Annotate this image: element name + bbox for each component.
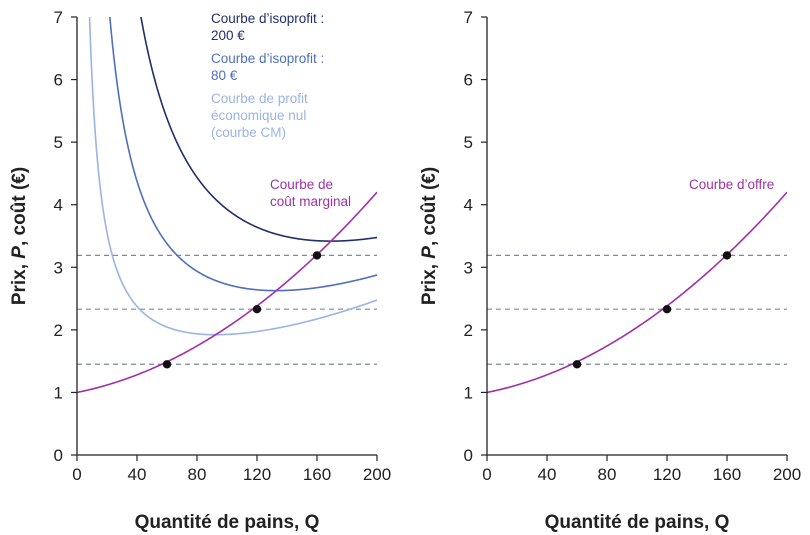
equilibrium-point (662, 305, 672, 314)
label-marginal-cost: Courbe de coût marginal (270, 177, 351, 209)
isoprofit-curve-200 (140, 17, 377, 242)
x-tick-label: 80 (598, 465, 617, 484)
label-isoprofit-200: Courbe d’isoprofit : 200 € (211, 11, 328, 43)
x-tick-label: 40 (128, 465, 147, 484)
y-tick-label: 2 (464, 321, 473, 340)
y-tick-label: 6 (464, 71, 473, 90)
y-tick-label: 7 (464, 8, 473, 27)
marginal-cost-curve (77, 191, 377, 394)
left-ticks: 0 40 80 120 160 200 0 1 2 3 4 5 6 7 (54, 8, 392, 484)
right-x-axis-title: Quantité de pains, Q (545, 512, 730, 533)
panel-right: 0 40 80 120 160 200 0 1 2 3 4 5 6 7 Prix, P, coût (€)… (419, 8, 801, 533)
x-tick-label: 40 (538, 465, 557, 484)
equilibrium-point (162, 360, 172, 369)
y-tick-label: 5 (54, 133, 63, 152)
left-axes (76, 17, 377, 456)
y-tick-label: 6 (54, 71, 63, 90)
x-tick-label: 120 (653, 465, 681, 484)
equilibrium-point (252, 305, 262, 314)
x-tick-label: 160 (303, 465, 331, 484)
y-tick-label: 0 (54, 446, 63, 465)
x-tick-label: 200 (773, 465, 801, 484)
panel-left: 0 40 80 120 160 200 0 1 2 3 4 5 6 7 Prix, P, coût (€)… (9, 8, 392, 533)
x-tick-label: 160 (713, 465, 741, 484)
x-tick-label: 200 (363, 465, 391, 484)
left-y-axis-title: Prix, P, coût (€) (9, 167, 30, 305)
y-tick-label: 5 (464, 133, 473, 152)
x-tick-label: 80 (188, 465, 207, 484)
y-tick-label: 0 (464, 446, 473, 465)
left-dashed-lines (77, 254, 377, 365)
y-tick-label: 4 (464, 196, 473, 215)
right-curves (487, 191, 787, 394)
equilibrium-point (312, 251, 322, 260)
label-isoprofit-80: Courbe d’isoprofit : 80 € (211, 51, 328, 83)
y-tick-label: 4 (54, 196, 63, 215)
y-tick-label: 1 (464, 383, 473, 402)
right-y-axis-title: Prix, P, coût (€) (419, 167, 440, 305)
x-tick-label: 0 (72, 465, 81, 484)
y-tick-label: 3 (464, 258, 473, 277)
x-tick-label: 120 (243, 465, 271, 484)
right-points (572, 251, 732, 369)
equilibrium-point (722, 251, 732, 260)
marginal-cost-curve (487, 191, 787, 394)
y-tick-label: 7 (54, 8, 63, 27)
y-tick-label: 1 (54, 383, 63, 402)
y-tick-label: 2 (54, 321, 63, 340)
x-tick-label: 0 (482, 465, 491, 484)
left-points (162, 251, 322, 369)
right-dashed-lines (487, 254, 787, 365)
label-zero-profit: Courbe de profit économique nul (courbe … (211, 91, 312, 140)
left-curves (77, 17, 377, 394)
left-x-axis-title: Quantité de pains, Q (135, 512, 320, 533)
isoprofit-curve-80 (109, 17, 377, 292)
y-tick-label: 3 (54, 258, 63, 277)
right-ticks: 0 40 80 120 160 200 0 1 2 3 4 5 6 7 (464, 8, 802, 484)
isoprofit-curve-0 (88, 17, 377, 336)
right-axes (486, 17, 787, 456)
equilibrium-point (572, 360, 582, 369)
label-supply-curve: Courbe d’offre (689, 177, 774, 192)
